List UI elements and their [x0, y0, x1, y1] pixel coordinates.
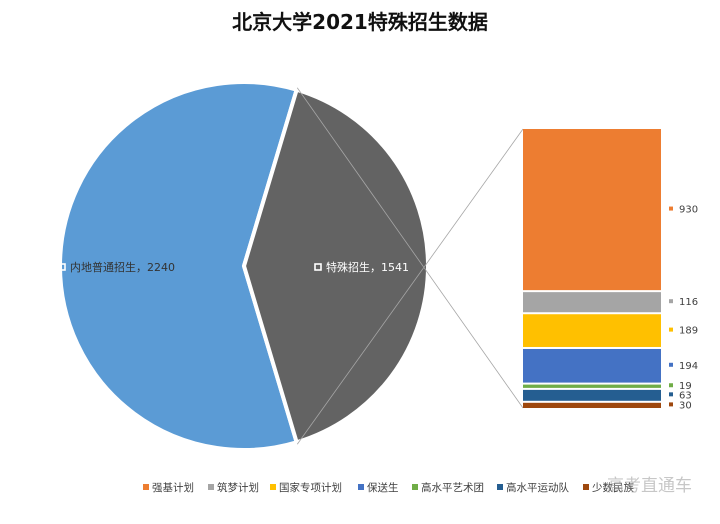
connector-line: [296, 87, 524, 409]
watermark-text: 高考直通车: [607, 476, 692, 496]
legend-item-label: 高水平运动队: [506, 481, 569, 494]
pie-slice: [58, 80, 300, 452]
legend-item-label: 少数民族: [592, 481, 634, 494]
legend-item-label: 国家专项计划: [279, 481, 342, 494]
bar-value-label: 930: [679, 205, 698, 216]
pie-slice: [241, 87, 430, 445]
legend-item-label: 筑梦计划: [217, 481, 259, 494]
value-label-marker: [669, 299, 673, 304]
bar-value-label: 194: [679, 361, 698, 372]
legend-swatch: [358, 484, 364, 490]
data-label-marker: [314, 263, 322, 271]
legend: 强基计划 筑梦计划 国家专项计划 保送生 高水平艺术团 高水平运动队 少数民族: [143, 481, 634, 494]
bar-segment: [523, 402, 661, 408]
legend-swatch: [412, 484, 418, 490]
legend-swatch: [143, 484, 149, 490]
bar-segment: [523, 384, 661, 388]
bar-segment: [523, 292, 661, 313]
connector-line: [296, 128, 524, 445]
bar-segment: [523, 389, 661, 401]
bar-value-label: 189: [679, 326, 698, 337]
legend-item-label: 强基计划: [152, 481, 194, 494]
legend-swatch: [583, 484, 589, 490]
chart-title: 北京大学2021特殊招生数据: [232, 10, 488, 34]
bar-segment: [523, 348, 661, 383]
bar-value-label: 30: [679, 400, 692, 411]
bar-value-label: 116: [679, 297, 698, 308]
value-label-marker: [669, 327, 673, 332]
legend-swatch: [270, 484, 276, 490]
bar-value-label: 63: [679, 390, 692, 401]
bar-segment: [523, 314, 661, 347]
bar-segment: [523, 129, 661, 291]
data-label-marker: [58, 263, 66, 271]
legend-item-label: 高水平艺术团: [421, 481, 484, 494]
pie-group: 内地普通招生，2240 特殊招生，1541: [58, 80, 430, 452]
value-label-marker: [669, 362, 673, 367]
pie-data-label: 特殊招生，1541: [326, 260, 409, 274]
bar-value-label: 19: [679, 381, 692, 392]
value-label-marker: [669, 402, 673, 407]
value-label-marker: [669, 383, 673, 388]
legend-item-label: 保送生: [367, 481, 399, 494]
value-label-marker: [669, 206, 673, 211]
connector-lines: [296, 87, 524, 445]
value-label-marker: [669, 392, 673, 397]
pie-data-label: 内地普通招生，2240: [70, 260, 175, 274]
legend-swatch: [497, 484, 503, 490]
legend-swatch: [208, 484, 214, 490]
